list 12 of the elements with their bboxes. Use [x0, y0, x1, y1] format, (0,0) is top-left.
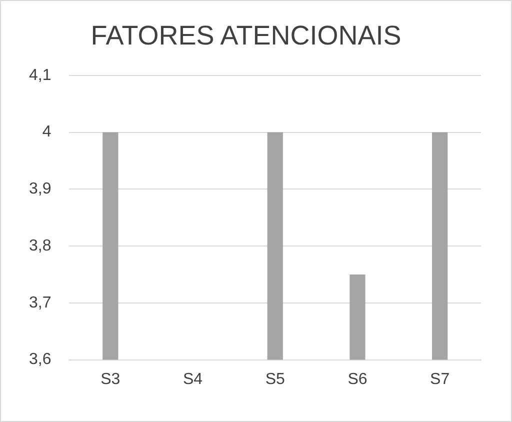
x-tick-label: S5 [265, 370, 286, 388]
y-tick-label: 4,1 [28, 66, 52, 84]
y-tick-label: 3,9 [28, 180, 52, 198]
x-tick-label: S4 [182, 370, 203, 388]
y-tick-label: 3,6 [28, 351, 52, 368]
y-tick-label: 4 [42, 124, 52, 141]
x-tick-label: S7 [430, 370, 450, 388]
x-tick-label: S6 [348, 370, 368, 388]
y-tick-label: 3,7 [28, 294, 52, 312]
x-tick-label: S3 [100, 370, 120, 388]
chart-title: FATORES ATENCIONAIS [90, 20, 402, 51]
y-tick-label: 3,8 [28, 237, 52, 254]
